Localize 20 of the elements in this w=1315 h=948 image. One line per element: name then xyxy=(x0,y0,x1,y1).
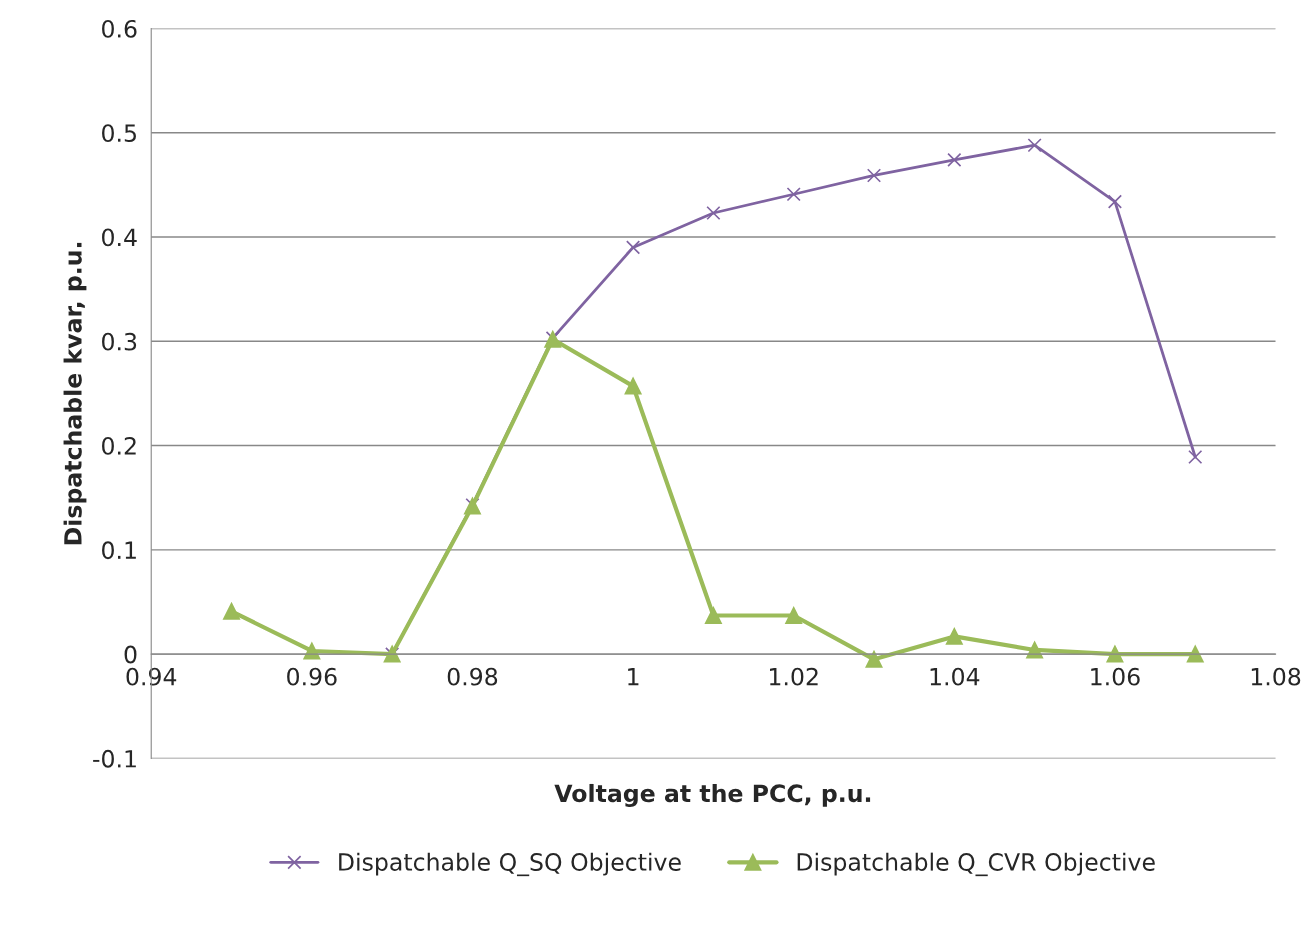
x-tick-label: 1.02 xyxy=(770,667,818,686)
x-tick-label: 0.94 xyxy=(126,667,177,686)
y-tick-label: 0.3 xyxy=(102,332,137,351)
y-tick-label: 0 xyxy=(124,645,137,664)
x-tick-label: 1.06 xyxy=(1091,667,1140,686)
x-tick-label: 0.98 xyxy=(447,667,498,686)
y-tick-label: 0.2 xyxy=(102,437,136,455)
x-tick-label: 0.96 xyxy=(287,667,337,686)
legend-label: Dispatchable Q_SQ Objective xyxy=(339,852,681,877)
y-axis-title: Dispatchable kvar, p.u. xyxy=(63,242,87,545)
legend-label: Dispatchable Q_CVR Objective xyxy=(797,852,1155,877)
y-tick-label: 0.4 xyxy=(102,228,137,247)
x-tick-label: 1 xyxy=(628,668,639,686)
y-tick-label: 0.6 xyxy=(102,19,137,38)
x-axis-title: Voltage at the PCC, p.u. xyxy=(554,783,871,807)
x-tick-label: 1.08 xyxy=(1251,667,1301,686)
x-tick-label: 1.04 xyxy=(930,667,980,686)
y-tick-label: 0.5 xyxy=(102,124,136,143)
y-tick-label: -0.1 xyxy=(93,749,136,768)
y-tick-label: 0.1 xyxy=(102,541,136,560)
